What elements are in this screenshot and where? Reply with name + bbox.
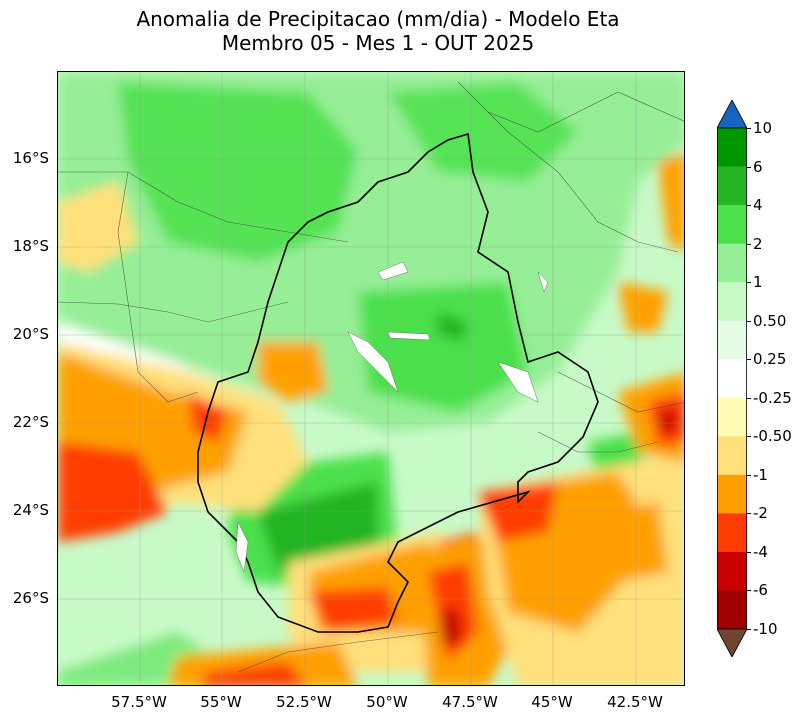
lat-label-22s: 22°S <box>12 413 49 431</box>
colorbar-band <box>717 359 747 399</box>
colorbar-tick <box>747 282 751 284</box>
map-title-line1: Anomalia de Precipitacao (mm/dia) - Mode… <box>136 7 620 31</box>
colorbar-tick <box>747 474 751 476</box>
colorbar-tick-label: -2 <box>753 504 768 523</box>
colorbar-band <box>717 320 747 360</box>
precipitation-anomaly-map <box>57 71 685 686</box>
lon-label-47-5w: 47.5°W <box>442 693 498 711</box>
colorbar-tick <box>747 551 751 553</box>
lon-label-45w: 45°W <box>531 693 573 711</box>
colorbar-tick-label: 4 <box>753 196 763 215</box>
colorbar-tick-label: -10 <box>753 620 778 638</box>
colorbar-extend-bottom <box>717 628 747 657</box>
colorbar-band <box>717 513 747 553</box>
colorbar-tick <box>747 166 751 168</box>
colorbar-band <box>717 551 747 591</box>
colorbar-tick <box>747 205 751 207</box>
colorbar-tick-label: 0.50 <box>753 311 787 330</box>
lon-label-50w: 50°W <box>366 693 408 711</box>
colorbar-tick-label: 10 <box>753 119 773 137</box>
colorbar-tick-label: 2 <box>753 234 763 253</box>
colorbar-tick <box>747 359 751 361</box>
lat-label-18s: 18°S <box>12 237 49 255</box>
lat-label-24s: 24°S <box>12 501 49 519</box>
colorbar-band <box>717 590 747 630</box>
colorbar-tick <box>747 320 751 322</box>
colorbar-band <box>717 436 747 476</box>
colorbar-band <box>717 205 747 245</box>
lat-label-26s: 26°S <box>12 589 49 607</box>
anomaly-field <box>58 72 684 685</box>
colorbar-band <box>717 282 747 322</box>
colorbar-tick-label: 1 <box>753 273 763 292</box>
map-title-line2: Membro 05 - Mes 1 - OUT 2025 <box>221 31 535 55</box>
lon-label-57-5w: 57.5°W <box>111 693 167 711</box>
colorbar-tick-label: -0.25 <box>753 388 792 407</box>
colorbar-tick <box>747 243 751 245</box>
colorbar-tick <box>747 397 751 399</box>
colorbar-band <box>717 397 747 437</box>
colorbar-band <box>717 474 747 514</box>
colorbar-band <box>717 243 747 283</box>
lon-label-42-5w: 42.5°W <box>607 693 663 711</box>
colorbar-tick <box>747 629 751 630</box>
colorbar-tick-label: 6 <box>753 157 763 176</box>
colorbar-tick-label: -4 <box>753 542 768 561</box>
colorbar-extend-top <box>717 100 747 129</box>
lon-label-55w: 55°W <box>200 693 242 711</box>
lat-label-16s: 16°S <box>12 149 49 167</box>
colorbar-tick <box>747 128 751 129</box>
lat-label-20s: 20°S <box>12 325 49 343</box>
colorbar-tick <box>747 436 751 438</box>
colorbar-tick <box>747 513 751 515</box>
colorbar-tick-label: -6 <box>753 581 768 600</box>
colorbar-tick-label: -1 <box>753 465 768 484</box>
colorbar-band <box>717 166 747 206</box>
colorbar-tick-label: -0.50 <box>753 427 792 446</box>
colorbar-band <box>717 128 747 168</box>
colorbar <box>717 100 747 657</box>
lon-label-52-5w: 52.5°W <box>276 693 332 711</box>
colorbar-tick-label: 0.25 <box>753 350 787 369</box>
colorbar-tick <box>747 590 751 592</box>
map-canvas <box>58 72 684 685</box>
